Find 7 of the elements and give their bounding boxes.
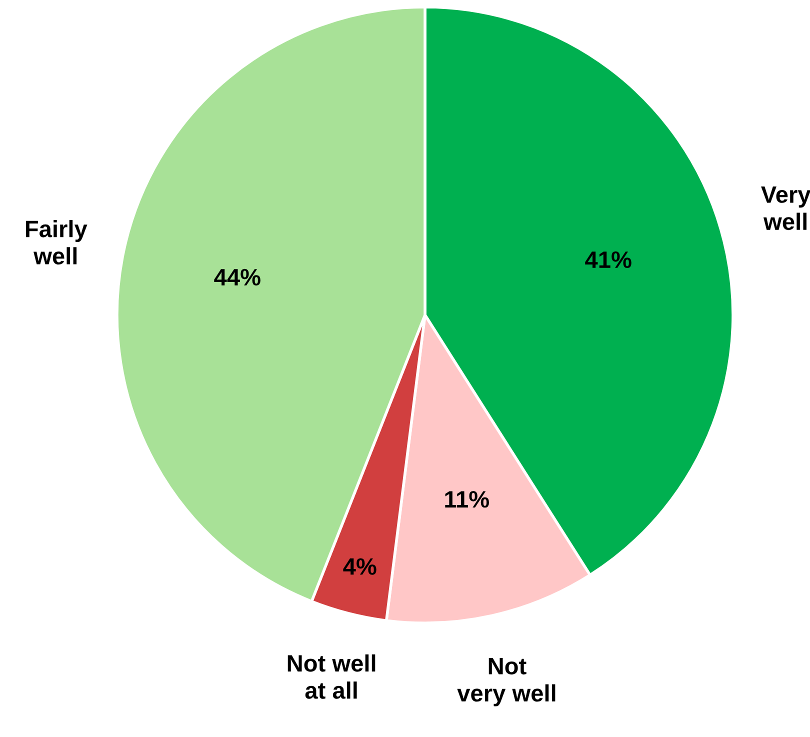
slice-label: Not well at all bbox=[288, 654, 376, 699]
data-label: 4% bbox=[343, 558, 376, 575]
data-label: 11% bbox=[445, 491, 490, 508]
data-label: 44% bbox=[214, 268, 260, 286]
slice-label: Fairly well bbox=[26, 220, 88, 264]
data-label: 41% bbox=[585, 251, 632, 268]
slice-label: Not very well bbox=[457, 658, 556, 706]
